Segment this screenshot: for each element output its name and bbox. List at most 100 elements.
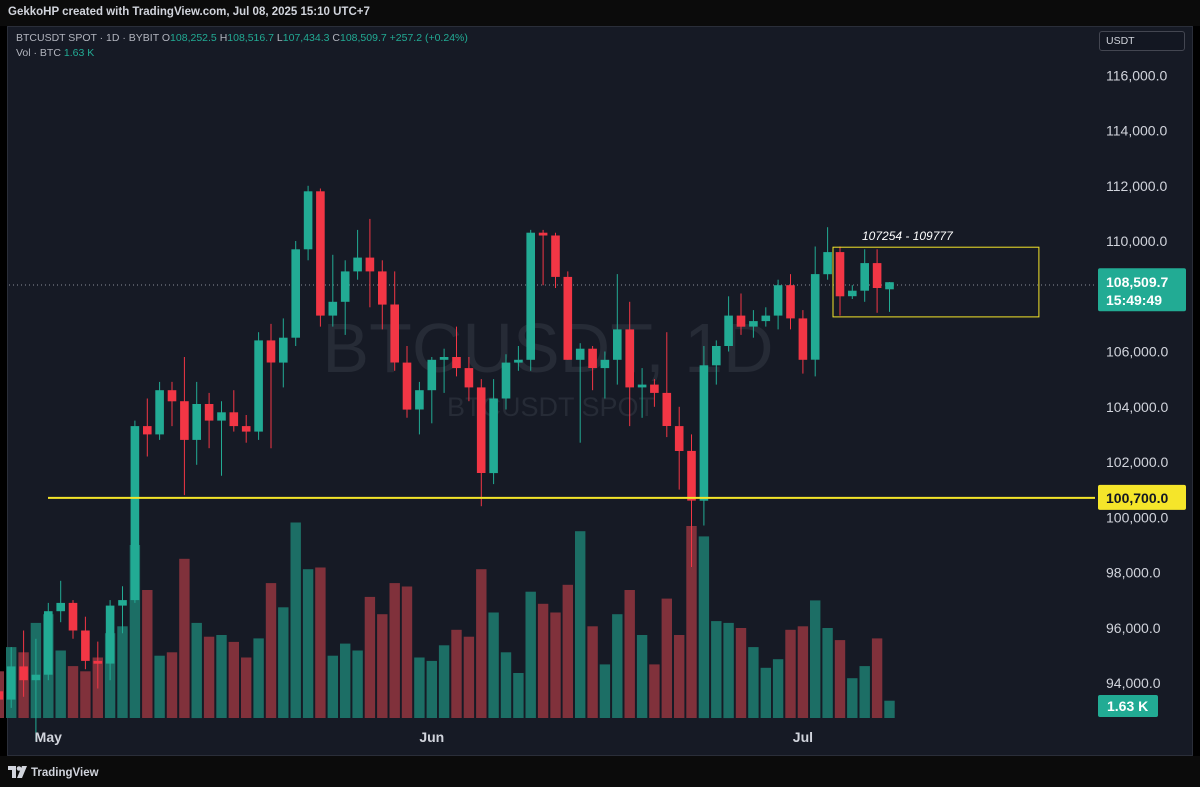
volume-bar [661, 598, 672, 718]
candle-body [712, 346, 721, 366]
volume-bar [203, 636, 215, 718]
legend-high-value: 108,516.7 [227, 32, 274, 44]
last-price-badge [1098, 268, 1186, 312]
legend-high-label: H [219, 32, 228, 44]
candle-body [600, 359, 610, 369]
footer-bar [0, 756, 1200, 787]
volume-badge-label: 1.63 K [1107, 698, 1148, 714]
volume-bar [884, 700, 895, 718]
volume-bar [401, 586, 413, 718]
volume-bar [537, 603, 549, 718]
legend-close-label: C [332, 32, 340, 44]
candle-body [761, 315, 771, 322]
volume-bar [228, 641, 239, 718]
price-tick-label: 98,000.0 [1106, 565, 1161, 581]
candle-body [241, 426, 251, 432]
volume-bar [550, 612, 561, 718]
volume-bar [686, 526, 697, 718]
candle-body [303, 191, 313, 250]
candle-body [143, 426, 152, 435]
candle-body [316, 191, 325, 316]
legend-open-label: O [161, 32, 171, 44]
legend-low-value: 107,434.3 [282, 32, 330, 44]
candle-body [674, 426, 684, 451]
candle-body [217, 412, 226, 421]
volume-bar [352, 650, 363, 718]
candle-body [526, 232, 535, 360]
volume-bar [451, 629, 462, 718]
volume-bars [0, 522, 895, 719]
price-tick-label: 114,000.0 [1106, 123, 1167, 139]
attribution-bar: GekkoHP created with TradingView.com, Ju… [0, 0, 1200, 26]
volume-bar [500, 652, 512, 718]
legend-change: +257.2 (+0.24%) [389, 32, 468, 44]
price-tick-label: 112,000.0 [1106, 178, 1167, 194]
volume-bar [241, 657, 252, 718]
legend-open-value: 108,252.5 [170, 32, 217, 44]
candle-body [105, 605, 115, 664]
price-tick-label: 94,000.0 [1106, 675, 1161, 691]
candle-body [180, 401, 189, 440]
candle-body [402, 362, 412, 410]
volume-bar [785, 629, 796, 718]
volume-badge [1098, 695, 1158, 717]
symbol-legend[interactable]: BTCUSDT SPOT · 1D · BYBIT O108,252.5 H10… [16, 31, 468, 61]
candle-body [848, 290, 857, 297]
candle-body [204, 404, 214, 421]
volume-bar [302, 569, 314, 718]
volume-bar [810, 600, 821, 718]
volume-bar [822, 628, 833, 718]
tradingview-brand[interactable]: TradingView [8, 766, 99, 779]
candle-body [476, 387, 486, 473]
time-axis[interactable]: May Jun Jul [35, 729, 813, 745]
price-tick-label: 106,000.0 [1106, 344, 1168, 360]
legend-volume-value: 1.63 K [63, 47, 95, 59]
volume-bar [612, 614, 623, 718]
volume-bar [67, 666, 79, 718]
volume-bar [488, 612, 499, 718]
level-price-badge [1098, 484, 1186, 510]
axis-badges: 100,700.0 108,509.7 15:49:49 1.63 K [1098, 268, 1186, 717]
candle-body [353, 257, 362, 272]
volume-bar [575, 531, 586, 718]
candle-body [835, 252, 845, 297]
candle-body [19, 666, 28, 681]
candle-body [823, 252, 832, 275]
volume-bar [476, 569, 487, 718]
volume-bar [377, 614, 388, 718]
candle-body [378, 271, 387, 305]
candle-body [724, 315, 733, 346]
candle-body [365, 257, 375, 272]
legend-close-value: 108,509.7 [340, 32, 387, 44]
candle-body [662, 392, 672, 426]
time-tick-label: Jul [793, 729, 813, 745]
candle-body [885, 282, 894, 290]
candle-body [279, 337, 288, 363]
price-axis[interactable]: 116,000.0 114,000.0 112,000.0 110,000.0 106,… [1106, 67, 1168, 691]
chart-frame[interactable] [7, 26, 1193, 756]
candle-body [266, 340, 276, 363]
volume-bar [562, 584, 573, 718]
price-tick-label: 104,000.0 [1106, 399, 1168, 415]
candle-body [6, 666, 16, 700]
legend-volume-row: Vol · BTC 1.63 K [16, 46, 468, 61]
volume-bar [748, 647, 759, 718]
candle-body [798, 318, 808, 360]
candle-body [810, 274, 820, 360]
candle-body [291, 249, 300, 338]
volume-bar [117, 626, 128, 718]
candle-body [699, 365, 709, 501]
time-tick-label: Jun [419, 729, 444, 745]
volume-bar [760, 667, 771, 718]
candle-body [439, 357, 449, 360]
candle-body [773, 285, 783, 316]
volume-bar [463, 636, 475, 718]
volume-bar [253, 638, 264, 718]
drawings[interactable]: 107254 - 109777 [48, 229, 1095, 499]
candle-body [155, 390, 164, 435]
currency-button[interactable]: USDT [1099, 31, 1185, 51]
volume-bar [55, 650, 66, 718]
candle-body [860, 263, 869, 291]
volume-bar [154, 655, 165, 718]
